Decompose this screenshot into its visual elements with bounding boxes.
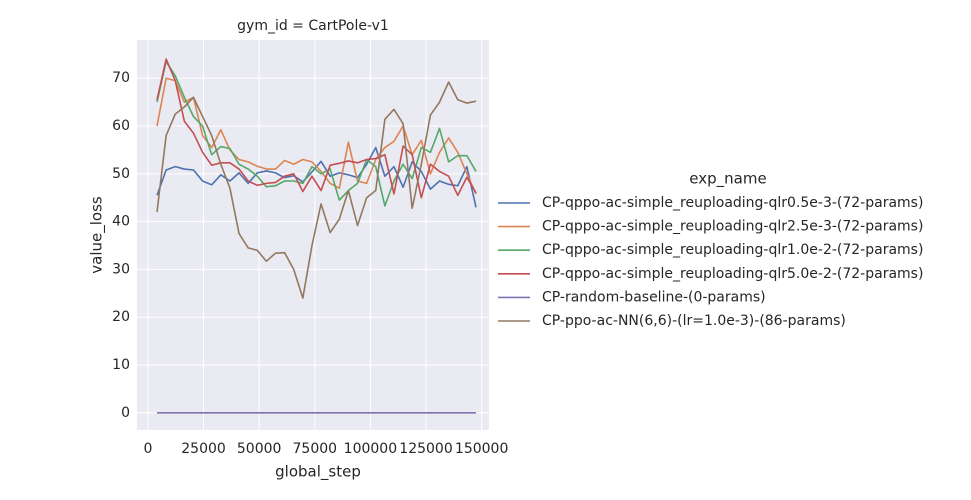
x-tick-label: 100000 — [344, 441, 397, 457]
x-axis-label: global_step — [275, 463, 361, 482]
x-tick-label: 50000 — [237, 441, 282, 457]
x-tick-label: 75000 — [293, 441, 338, 457]
legend-label: CP-qppo-ac-simple_reuploading-qlr2.5e-3-… — [542, 219, 923, 235]
y-tick-label: 50 — [112, 166, 130, 182]
series-line — [156, 58, 477, 199]
x-tick-label: 125000 — [399, 441, 452, 457]
y-tick-label: 20 — [112, 309, 130, 325]
series-line — [156, 60, 477, 207]
legend-label: CP-qppo-ac-simple_reuploading-qlr0.5e-3-… — [542, 195, 923, 211]
y-tick-label: 0 — [121, 405, 130, 421]
y-tick-label: 60 — [112, 118, 130, 134]
x-tick-label: 0 — [143, 441, 152, 457]
x-tick-label: 25000 — [181, 441, 226, 457]
y-tick-label: 70 — [112, 70, 130, 86]
legend-label: CP-qppo-ac-simple_reuploading-qlr1.0e-2-… — [542, 242, 923, 258]
legend-label: CP-qppo-ac-simple_reuploading-qlr5.0e-2-… — [542, 266, 923, 282]
y-tick-label: 30 — [112, 261, 130, 277]
x-tick-label: 150000 — [455, 441, 508, 457]
chart-title: gym_id = CartPole-v1 — [237, 18, 389, 34]
series-line — [156, 81, 477, 299]
y-axis-label: value_loss — [88, 196, 107, 274]
series-line — [156, 77, 477, 195]
legend-label: CP-random-baseline-(0-params) — [542, 289, 766, 305]
y-tick-label: 40 — [112, 214, 130, 230]
legend-label: CP-ppo-ac-NN(6,6)-(lr=1.0e-3)-(86-params… — [542, 313, 846, 329]
legend-title: exp_name — [689, 170, 766, 189]
y-tick-label: 10 — [112, 357, 130, 373]
